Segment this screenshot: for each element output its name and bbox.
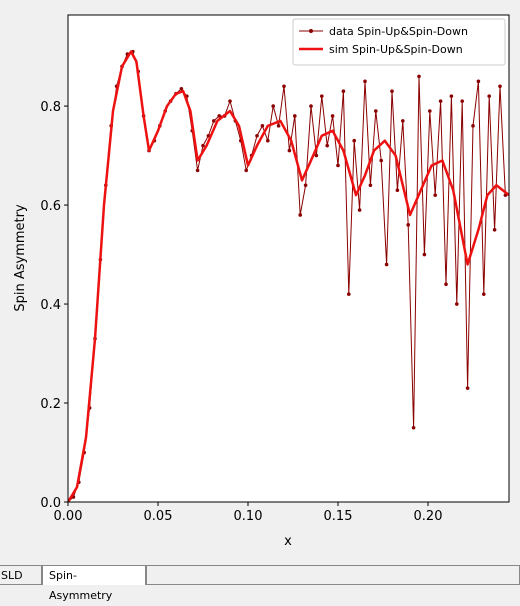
data-point (465, 386, 470, 390)
data-point (384, 262, 389, 267)
data-point (476, 79, 481, 84)
data-point (492, 227, 497, 232)
data-point (395, 188, 400, 193)
data-point (368, 183, 373, 188)
tab-bar-fill (146, 565, 520, 585)
y-tick-label: 0.6 (40, 199, 61, 214)
tab[interactable]: SLD (0, 565, 42, 585)
legend-marker (309, 29, 313, 33)
tab-active[interactable]: Spin-Asymmetry (42, 565, 146, 602)
x-tick-label: 0.05 (144, 509, 173, 524)
data-point (498, 84, 502, 89)
page: x Spin Asymmetry 0.00 0.05 0.10 0.15 0.20 0.0… (0, 14, 520, 602)
data-point (201, 143, 205, 148)
data-point (455, 302, 459, 306)
x-tick-label: 0.00 (54, 509, 83, 524)
legend-label: sim Spin-Up&Spin-Down (329, 43, 463, 56)
data-point (309, 104, 313, 108)
data-point (487, 94, 492, 98)
data-point (379, 158, 384, 163)
data-point (341, 89, 346, 94)
series-line (68, 50, 509, 502)
y-tick-label: 0.8 (40, 100, 61, 115)
data-point (293, 114, 297, 118)
x-tick-label: 0.10 (234, 509, 263, 524)
data-point (282, 84, 286, 89)
legend-box (292, 18, 506, 66)
data-point (428, 109, 432, 113)
data-point (271, 104, 276, 108)
y-tick-label: 0.2 (40, 397, 61, 412)
data-point (352, 138, 357, 143)
data-point (390, 89, 394, 94)
data-point (363, 79, 367, 84)
chart: x Spin Asymmetry 0.00 0.05 0.10 0.15 0.20 0.0… (13, 14, 510, 549)
x-tick-label: 0.20 (414, 509, 443, 524)
data-point (255, 133, 259, 138)
tab-bar: SLD Spin-Asymmetry (0, 565, 520, 602)
y-tick-label: 0.4 (40, 298, 61, 313)
data-point (287, 148, 292, 153)
data-point (336, 163, 340, 168)
data-point (228, 99, 232, 103)
data-point (298, 213, 303, 217)
data-point (244, 168, 248, 173)
data-point (401, 119, 405, 123)
data-point (438, 99, 443, 103)
data-point (347, 292, 351, 296)
data-point (433, 193, 438, 197)
x-tick-label: 0.15 (324, 509, 353, 524)
data-point (444, 282, 448, 287)
data-point (374, 109, 378, 113)
data-point (195, 168, 200, 173)
data-point (325, 143, 330, 148)
data-point (303, 183, 308, 188)
data-point (422, 252, 427, 257)
data-point (266, 138, 270, 143)
data-point (179, 86, 184, 91)
data-point (471, 124, 475, 128)
data-point (482, 292, 486, 296)
data-point (330, 114, 335, 118)
data-point (411, 425, 416, 430)
data-point (320, 94, 324, 98)
plot-area (68, 15, 509, 502)
plot-frame (67, 14, 510, 503)
y-tick-label: 0.0 (40, 496, 61, 511)
data-point (357, 208, 362, 212)
data-point (217, 114, 221, 118)
plot-layer (68, 49, 509, 502)
data-point (417, 74, 421, 79)
data-point (314, 153, 319, 158)
data-point (260, 124, 265, 128)
data-point (212, 119, 216, 123)
data-point (460, 99, 465, 103)
x-axis-label: x (284, 534, 292, 549)
data-point (449, 94, 454, 98)
legend-label: data Spin-Up&Spin-Down (329, 25, 468, 38)
data-point (276, 124, 281, 128)
y-axis-label: Spin Asymmetry (13, 204, 28, 312)
data-point (406, 223, 411, 227)
